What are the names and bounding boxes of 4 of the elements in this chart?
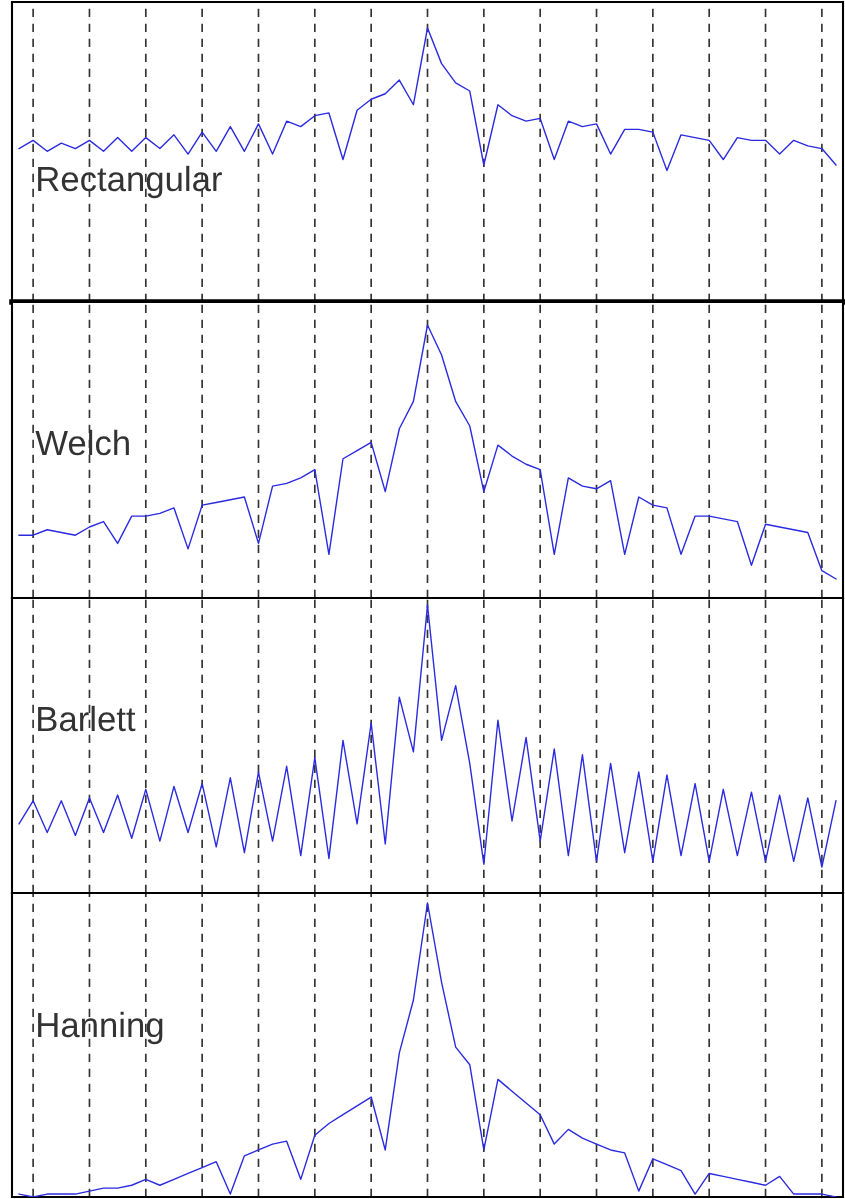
text: Rectangular [38, 165, 222, 199]
text: Welch [35, 429, 129, 456]
text: Barlett [38, 705, 136, 732]
text: Hanning [38, 1011, 163, 1045]
